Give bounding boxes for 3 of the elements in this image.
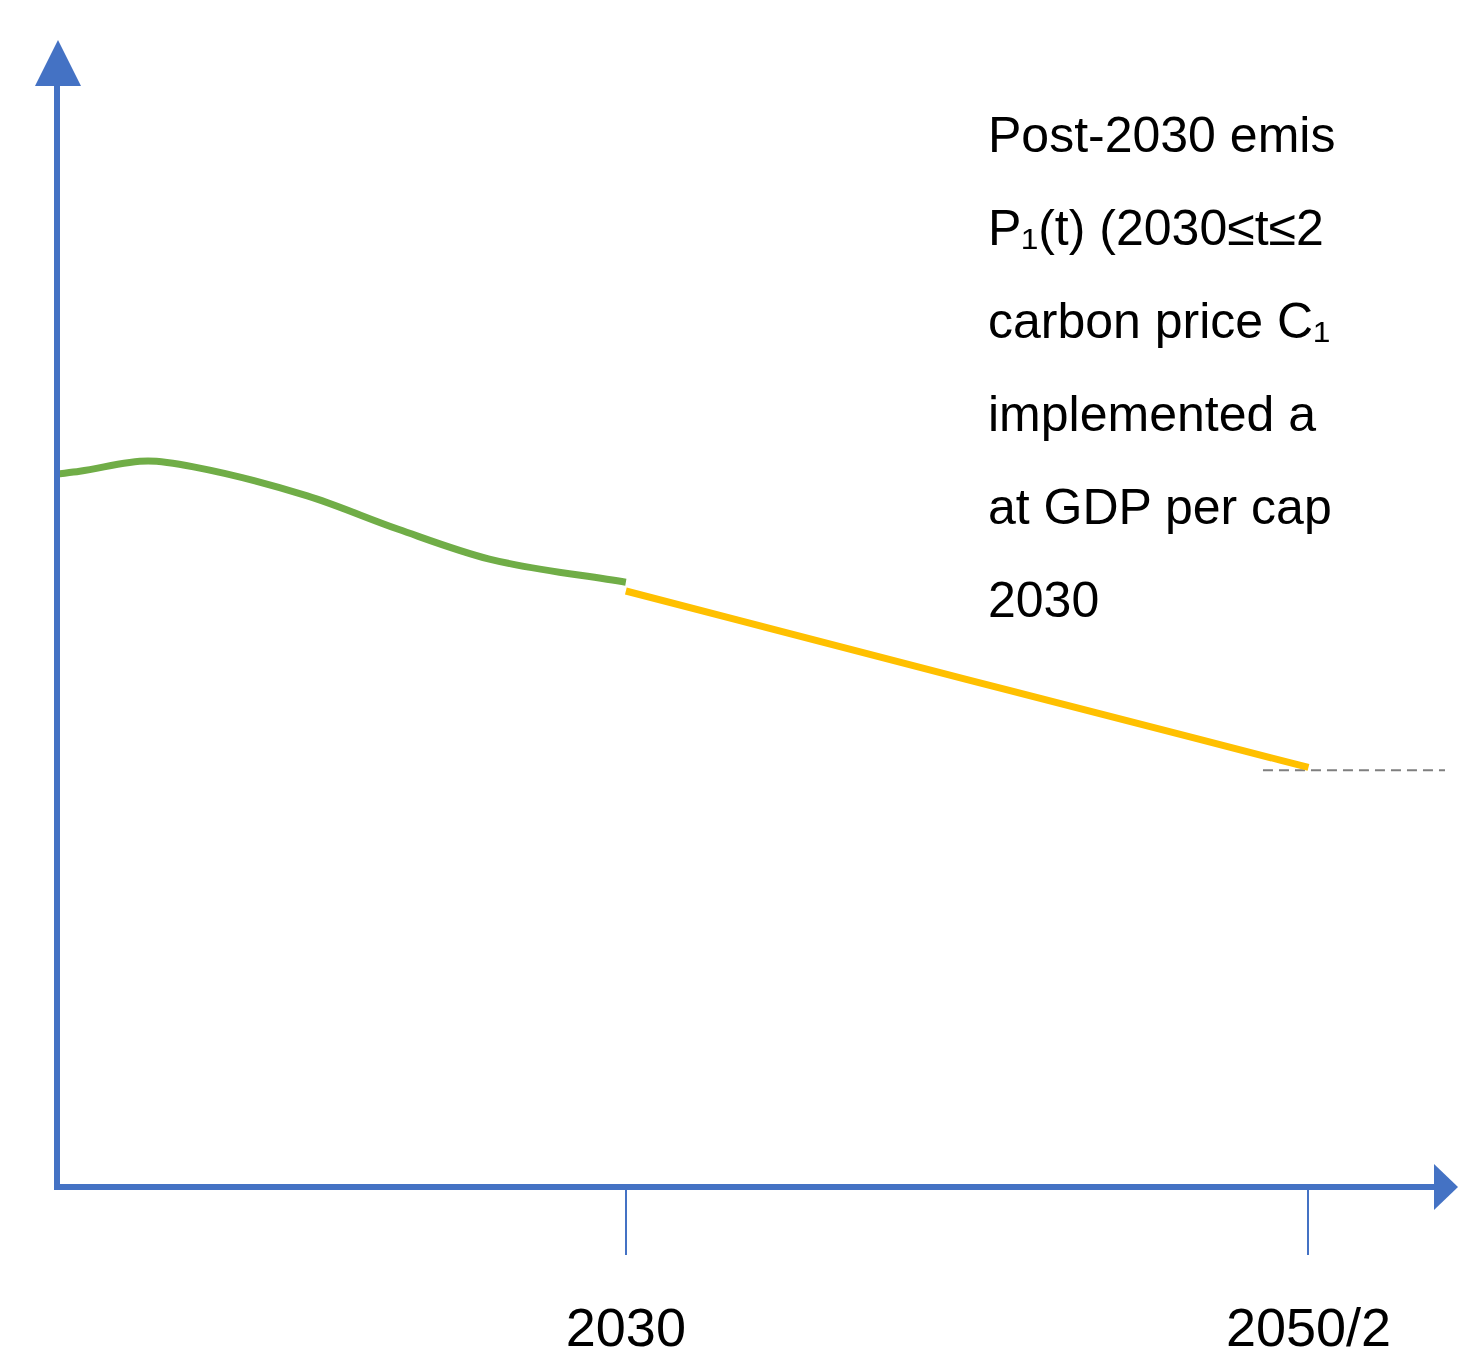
x-tick-label: 2050/2 [1225, 1297, 1392, 1358]
x-tick-label: 2030 [565, 1297, 686, 1358]
annotation: Post-2030 emis P₁(t) (2030≤t≤2 carbon price C₁ implemented a at GDP per cap 2030 [988, 107, 1336, 628]
